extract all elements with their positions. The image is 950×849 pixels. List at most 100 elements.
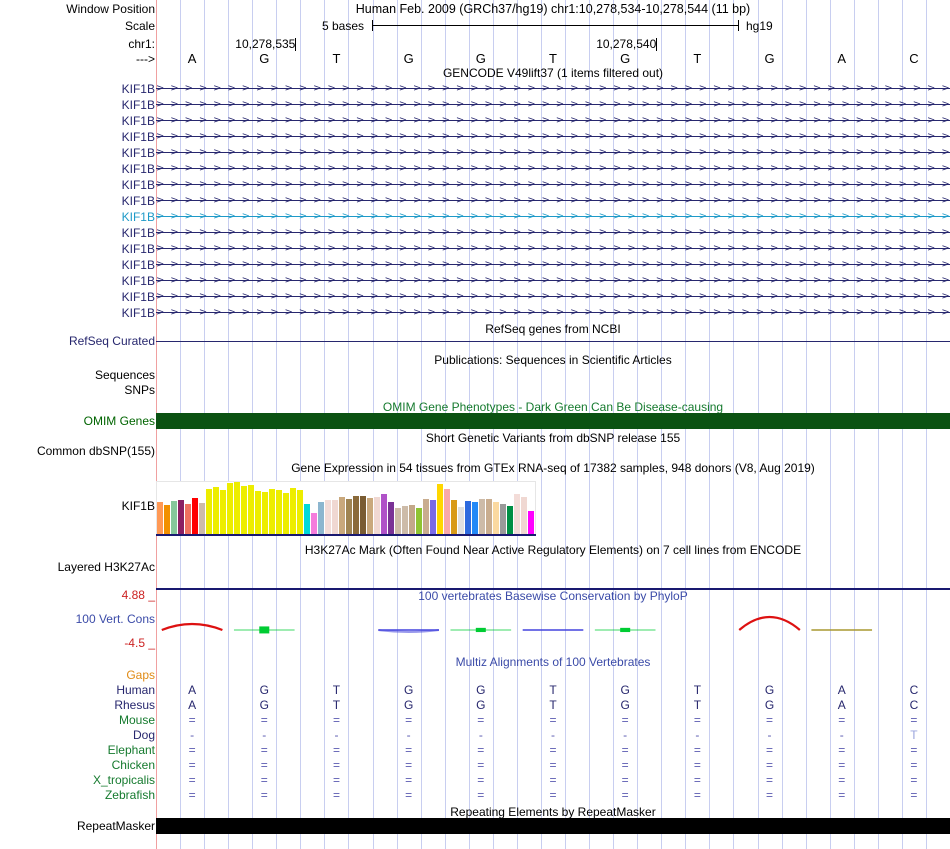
gencode-transcript-track[interactable]: >>>>>>>>>>>>>>>>>>>>>>>>>>>>>>>>>>>>>>>>… [156,114,950,128]
multiz-species-row[interactable]: Dog - - - - - - - - - - T [0,728,950,743]
gtex-tissue-bar[interactable] [255,491,262,534]
gencode-gene-label[interactable]: KIF1B [121,194,155,208]
refseq-curated-feature-line[interactable] [156,341,950,342]
gtex-tissue-bar[interactable] [283,493,290,534]
conservation-label-row[interactable]: 100 Vert. Cons [0,612,950,628]
omim-genes-label[interactable]: OMIM Genes [83,414,155,428]
gencode-gene-row[interactable]: KIF1B >>>>>>>>>>>>>>>>>>>>>>>>>>>>>>>>>>>… [0,290,950,306]
gencode-gene-label[interactable]: KIF1B [121,114,155,128]
gencode-gene-row[interactable]: KIF1B >>>>>>>>>>>>>>>>>>>>>>>>>>>>>>>>>>>… [0,98,950,114]
gencode-gene-label[interactable]: KIF1B [121,306,155,320]
gencode-transcript-track[interactable]: >>>>>>>>>>>>>>>>>>>>>>>>>>>>>>>>>>>>>>>>… [156,226,950,240]
species-alignment-track[interactable]: = = = = = = = = = = = [156,713,950,728]
gencode-gene-label[interactable]: KIF1B [121,226,155,240]
repeatmasker-label[interactable]: RepeatMasker [76,819,155,833]
gaps-label[interactable]: Gaps [126,668,155,682]
gtex-tissue-bar[interactable] [486,498,493,534]
gtex-tissue-bar[interactable] [290,488,297,534]
gencode-gene-label[interactable]: KIF1B [121,130,155,144]
gencode-gene-row[interactable]: KIF1B >>>>>>>>>>>>>>>>>>>>>>>>>>>>>>>>>>>… [0,146,950,162]
gencode-transcript-track[interactable]: >>>>>>>>>>>>>>>>>>>>>>>>>>>>>>>>>>>>>>>>… [156,306,950,320]
conservation-plot[interactable] [156,602,950,650]
multiz-species-row[interactable]: Human A G T G G T G T G A C [0,683,950,698]
gencode-gene-row[interactable]: KIF1B >>>>>>>>>>>>>>>>>>>>>>>>>>>>>>>>>>>… [0,162,950,178]
gencode-transcript-track[interactable]: >>>>>>>>>>>>>>>>>>>>>>>>>>>>>>>>>>>>>>>>… [156,274,950,288]
gtex-tissue-bar[interactable] [528,511,535,534]
multiz-species-row[interactable]: Mouse = = = = = = = = = = = [0,713,950,728]
gtex-tissue-bar[interactable] [304,503,311,534]
layered-h3k27ac-label[interactable]: Layered H3K27Ac [57,560,155,574]
gencode-transcript-track[interactable]: >>>>>>>>>>>>>>>>>>>>>>>>>>>>>>>>>>>>>>>>… [156,82,950,96]
gtex-tissue-bar[interactable] [157,501,164,534]
gtex-gene-label[interactable]: KIF1B [121,499,155,513]
species-label[interactable]: Dog [132,728,155,742]
gtex-tissue-bar[interactable] [297,490,304,534]
gtex-tissue-bar[interactable] [332,499,339,534]
gaps-row[interactable]: Gaps [0,668,950,683]
gtex-tissue-bar[interactable] [500,503,507,534]
refseq-curated-row[interactable]: RefSeq Curated [0,334,950,350]
gencode-gene-row[interactable]: KIF1B >>>>>>>>>>>>>>>>>>>>>>>>>>>>>>>>>>>… [0,306,950,322]
gencode-transcript-track[interactable]: >>>>>>>>>>>>>>>>>>>>>>>>>>>>>>>>>>>>>>>>… [156,290,950,304]
gencode-gene-label[interactable]: KIF1B [121,162,155,176]
gencode-transcript-track[interactable]: >>>>>>>>>>>>>>>>>>>>>>>>>>>>>>>>>>>>>>>>… [156,210,950,224]
gencode-gene-row[interactable]: KIF1B >>>>>>>>>>>>>>>>>>>>>>>>>>>>>>>>>>>… [0,210,950,226]
gtex-tissue-bar[interactable] [423,498,430,534]
species-label[interactable]: Elephant [107,743,155,757]
gencode-transcript-track[interactable]: >>>>>>>>>>>>>>>>>>>>>>>>>>>>>>>>>>>>>>>>… [156,258,950,272]
gtex-tissue-bar[interactable] [367,497,374,534]
gtex-tissue-bar[interactable] [164,504,171,534]
species-label[interactable]: Chicken [111,758,155,772]
gtex-tissue-bar[interactable] [472,501,479,534]
gencode-gene-label[interactable]: KIF1B [121,146,155,160]
gtex-gene-label-row[interactable]: KIF1B [0,499,950,515]
gencode-gene-row[interactable]: KIF1B >>>>>>>>>>>>>>>>>>>>>>>>>>>>>>>>>>>… [0,130,950,146]
gtex-tissue-bar[interactable] [171,500,178,534]
gtex-tissue-bar[interactable] [339,496,346,534]
gencode-transcript-track[interactable]: >>>>>>>>>>>>>>>>>>>>>>>>>>>>>>>>>>>>>>>>… [156,162,950,176]
species-label[interactable]: Mouse [118,713,155,727]
gencode-gene-label[interactable]: KIF1B [121,242,155,256]
gtex-tissue-bar[interactable] [514,494,521,534]
gtex-tissue-bar[interactable] [430,499,437,534]
multiz-species-row[interactable]: Elephant = = = = = = = = = = = [0,743,950,758]
snps-row[interactable]: SNPs [0,383,950,399]
species-alignment-track[interactable]: ----------T [156,728,950,743]
gtex-tissue-bar[interactable] [276,490,283,534]
gencode-gene-row[interactable]: KIF1B >>>>>>>>>>>>>>>>>>>>>>>>>>>>>>>>>>>… [0,82,950,98]
multiz-species-row[interactable]: X_tropicalis = = = = = = = = = = = [0,773,950,788]
gencode-gene-label[interactable]: KIF1B [121,98,155,112]
gencode-gene-label[interactable]: KIF1B [121,178,155,192]
gencode-transcript-track[interactable]: >>>>>>>>>>>>>>>>>>>>>>>>>>>>>>>>>>>>>>>>… [156,242,950,256]
gtex-tissue-bar[interactable] [325,499,332,534]
gtex-tissue-bar[interactable] [192,497,199,534]
common-dbsnp-label[interactable]: Common dbSNP(155) [36,444,155,458]
gtex-tissue-bar[interactable] [444,489,451,534]
gtex-tissue-bar[interactable] [262,492,269,534]
sequences-label[interactable]: Sequences [94,368,155,382]
species-label[interactable]: Human [116,683,155,697]
gencode-gene-row[interactable]: KIF1B >>>>>>>>>>>>>>>>>>>>>>>>>>>>>>>>>>>… [0,242,950,258]
refseq-curated-label[interactable]: RefSeq Curated [68,334,155,348]
gencode-transcript-track[interactable]: >>>>>>>>>>>>>>>>>>>>>>>>>>>>>>>>>>>>>>>>… [156,194,950,208]
gencode-gene-label[interactable]: KIF1B [121,210,155,224]
gencode-gene-row[interactable]: KIF1B >>>>>>>>>>>>>>>>>>>>>>>>>>>>>>>>>>>… [0,226,950,242]
species-alignment-track[interactable]: = = = = = = = = = = = [156,773,950,788]
multiz-species-row[interactable]: Chicken = = = = = = = = = = = [0,758,950,773]
species-label[interactable]: X_tropicalis [92,773,155,787]
gtex-tissue-bar[interactable] [395,508,402,534]
species-alignment-track[interactable]: = = = = = = = = = = = [156,788,950,803]
gtex-tissue-bar[interactable] [213,487,220,534]
species-label[interactable]: Rhesus [114,698,155,712]
gencode-gene-label[interactable]: KIF1B [121,274,155,288]
gencode-gene-label[interactable]: KIF1B [121,290,155,304]
gencode-transcript-track[interactable]: >>>>>>>>>>>>>>>>>>>>>>>>>>>>>>>>>>>>>>>>… [156,98,950,112]
repeatmasker-feature-bar[interactable] [156,818,950,834]
gtex-tissue-bar[interactable] [388,501,395,534]
snps-label[interactable]: SNPs [124,383,155,397]
gtex-tissue-bar[interactable] [507,505,514,534]
gencode-gene-row[interactable]: KIF1B >>>>>>>>>>>>>>>>>>>>>>>>>>>>>>>>>>>… [0,178,950,194]
gtex-tissue-bar[interactable] [458,506,465,534]
gtex-tissue-bar[interactable] [241,486,248,534]
